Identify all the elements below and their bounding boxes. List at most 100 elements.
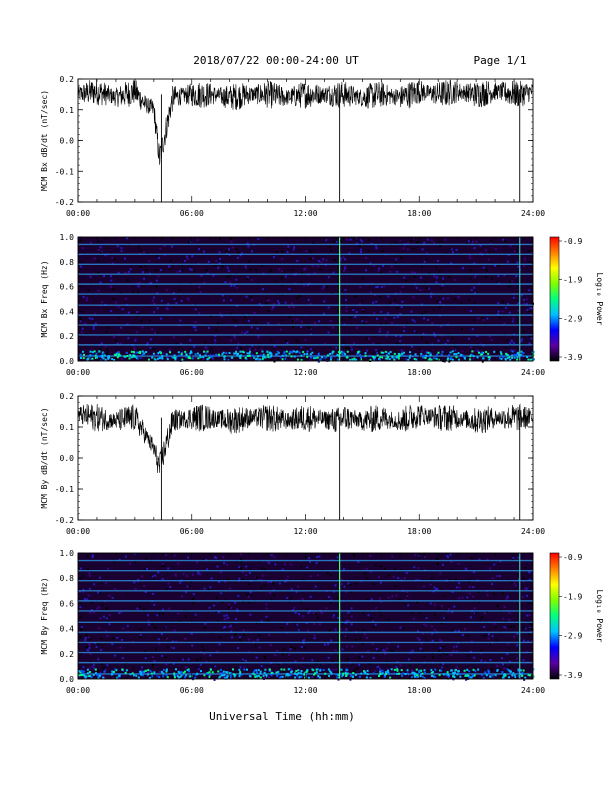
low-band-cell — [140, 671, 143, 674]
spectrogram-cell — [286, 652, 289, 655]
spectrogram-cell — [303, 268, 306, 271]
low-band-cell — [205, 672, 208, 675]
low-band-cell — [415, 668, 418, 671]
low-band-cell — [182, 671, 185, 674]
spectrogram-cell — [522, 580, 525, 583]
spectrogram-cell — [233, 284, 236, 287]
spectrogram-cell — [270, 358, 273, 361]
low-band-cell — [300, 675, 303, 678]
spectrogram-cell — [438, 301, 441, 304]
low-band-cell — [521, 354, 524, 357]
spectrogram-cell — [222, 626, 225, 629]
spectrogram-cell — [244, 266, 247, 269]
spectrogram-cell — [241, 571, 244, 574]
spectrogram-cell — [438, 305, 441, 308]
low-band-cell — [390, 668, 393, 671]
spectrogram-cell — [141, 666, 144, 669]
spectrogram-cell — [522, 659, 525, 662]
spectrogram-cell — [486, 317, 489, 320]
spectrogram-cell — [308, 561, 311, 564]
spectrogram-cell — [192, 325, 195, 328]
spectrogram-cell — [282, 648, 285, 651]
spectrogram-cell — [197, 572, 200, 575]
low-band-cell — [517, 668, 520, 671]
spectrogram-cell — [177, 562, 180, 565]
spectrogram-cell — [495, 638, 498, 641]
spectrogram-cell — [414, 554, 417, 557]
low-band-cell — [125, 351, 128, 354]
spectrogram-cell — [529, 307, 532, 310]
low-band-cell — [293, 355, 296, 358]
spectrogram-cell — [111, 256, 114, 259]
low-band-cell — [474, 670, 477, 673]
low-band-cell — [395, 355, 398, 358]
spectrogram-cell — [358, 663, 361, 666]
spectrogram-cell — [127, 311, 130, 314]
spectrogram-cell — [250, 353, 253, 356]
spectrogram-cell — [79, 606, 82, 609]
spectrogram-cell — [471, 240, 474, 243]
low-band-cell — [239, 671, 242, 674]
spectrogram-cell — [439, 572, 442, 575]
spectrogram-cell — [369, 555, 372, 558]
low-band-cell — [144, 669, 147, 672]
spectrogram-cell — [454, 298, 457, 301]
spectrogram-cell — [99, 671, 102, 674]
low-band-cell — [511, 350, 514, 353]
low-band-cell — [397, 355, 400, 358]
spectrogram-cell — [116, 636, 119, 639]
spectrogram-cell — [157, 638, 160, 641]
spectrogram-cell — [284, 301, 287, 304]
spectrogram-cell — [317, 360, 320, 363]
spectrogram-cell — [154, 626, 157, 629]
spectrogram-cell — [383, 285, 386, 288]
spectrogram-cell — [394, 241, 397, 244]
spectrogram-cell — [161, 612, 164, 615]
spectrogram-cell — [292, 608, 295, 611]
spectrogram-cell — [187, 658, 190, 661]
spectrogram-cell — [419, 612, 422, 615]
low-band-cell — [416, 674, 419, 677]
low-band-cell — [222, 351, 225, 354]
spectrogram-cell — [206, 568, 209, 571]
spectrogram-cell — [315, 556, 318, 559]
spectrogram-cell — [478, 558, 481, 561]
spectrogram-cell — [183, 260, 186, 263]
spectrogram-cell — [333, 258, 336, 261]
low-band-cell — [285, 350, 288, 353]
low-band-cell — [319, 669, 322, 672]
low-band-cell — [311, 351, 314, 354]
spectrogram-cell — [487, 258, 490, 261]
spectrogram-cell — [383, 567, 386, 570]
spectrogram-cell — [530, 337, 533, 340]
spectrogram-cell — [403, 329, 406, 332]
spectrogram-cell — [244, 316, 247, 319]
low-band-cell — [385, 671, 388, 674]
spectrogram-cell — [411, 649, 414, 652]
spectrogram-cell — [300, 346, 303, 349]
low-band-cell — [206, 357, 209, 360]
low-band-cell — [132, 350, 135, 353]
spectrogram-cell — [429, 583, 432, 586]
spectrogram-cell — [283, 270, 286, 273]
low-band-cell — [455, 353, 458, 356]
spectrogram-cell — [411, 612, 414, 615]
spectrogram-cell — [204, 622, 207, 625]
spectrogram-cell — [479, 244, 482, 247]
spectrogram-cell — [161, 578, 164, 581]
spectrogram-cell — [410, 310, 413, 313]
low-band-cell — [174, 668, 177, 671]
spectrogram-cell — [359, 251, 362, 254]
spectrogram-cell — [219, 635, 222, 638]
low-band-cell — [369, 358, 372, 361]
spectrogram-cell — [516, 657, 519, 660]
low-band-cell — [452, 671, 455, 674]
spectrogram-cell — [246, 593, 249, 596]
spectrogram-cell — [228, 626, 231, 629]
low-band-cell — [345, 675, 348, 678]
spectrogram-cell — [100, 359, 103, 362]
spectrogram-cell — [411, 669, 414, 672]
spectrogram-cell — [330, 639, 333, 642]
low-band-cell — [257, 669, 260, 672]
spectrogram-cell — [307, 557, 310, 560]
